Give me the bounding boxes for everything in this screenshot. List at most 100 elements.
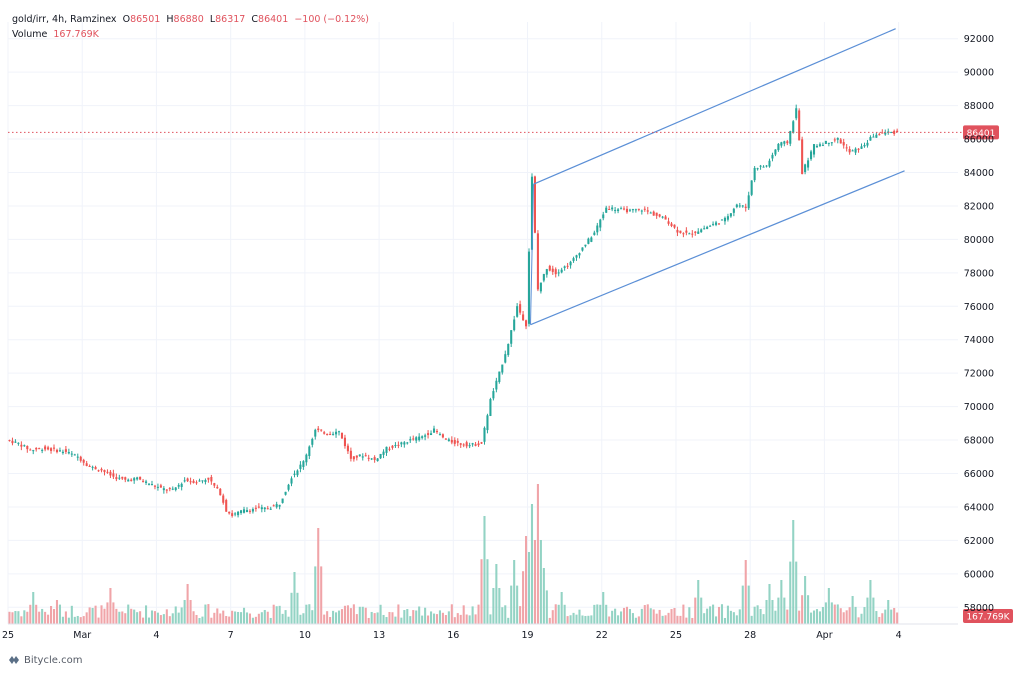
volume-bar <box>453 617 456 624</box>
volume-bar <box>317 528 320 624</box>
trend-channel[interactable] <box>530 28 905 326</box>
candle <box>147 483 151 486</box>
candle <box>545 268 548 278</box>
candle <box>507 343 510 357</box>
candle <box>409 436 412 443</box>
candle-body <box>127 479 130 482</box>
candle-body <box>815 145 819 148</box>
candle <box>587 237 590 245</box>
candle-body <box>355 455 358 458</box>
candle-body <box>257 506 260 508</box>
volume-bar <box>58 604 61 624</box>
bitycle-logo-icon <box>9 656 19 664</box>
candle-body <box>391 445 394 448</box>
volume-bar <box>257 613 260 624</box>
candle-body <box>566 265 569 267</box>
candle <box>293 470 296 478</box>
candle <box>222 493 225 505</box>
candle <box>628 208 631 213</box>
candle-body <box>248 510 251 512</box>
candle-body <box>103 470 106 473</box>
candle-body <box>275 504 278 508</box>
volume-bar <box>860 613 863 624</box>
volume-bar <box>881 613 884 624</box>
candle <box>269 506 272 511</box>
channel-upper-line[interactable] <box>533 28 896 185</box>
candle-body <box>759 165 762 167</box>
candle <box>254 505 257 512</box>
candle <box>41 448 44 454</box>
candle-body <box>483 427 486 442</box>
time-axis[interactable]: 25 Mar 4 7 10 13 16 19 22 25 28 Apr 4 <box>2 623 958 641</box>
volume-bar <box>712 604 715 624</box>
candle-body <box>878 134 881 136</box>
candle <box>150 480 154 486</box>
volume-bar <box>335 612 338 624</box>
candle <box>625 206 629 214</box>
volume-bar <box>486 559 489 624</box>
candle <box>67 448 70 455</box>
candle-body <box>373 457 376 460</box>
grid <box>7 22 958 624</box>
candle-body <box>136 477 139 480</box>
candle-body <box>266 508 269 510</box>
volume-bar <box>266 611 269 624</box>
volume-bar <box>489 614 492 624</box>
legend-close-value: 86401 <box>258 14 289 25</box>
channel-left-edge[interactable] <box>530 184 534 325</box>
volume-bar <box>124 613 127 624</box>
candle-body <box>795 108 798 119</box>
candle-body <box>465 442 468 447</box>
candle-body <box>827 142 830 144</box>
candle-body <box>723 217 726 222</box>
candle-body <box>337 431 341 433</box>
volume-bar <box>655 613 658 624</box>
volume-bar <box>302 613 305 624</box>
candle-body <box>649 212 652 214</box>
volume-bar <box>8 611 11 624</box>
watermark[interactable]: Bitycle.com <box>8 654 82 666</box>
candle-body <box>706 226 709 229</box>
volume-bar <box>213 612 216 624</box>
volume-bar <box>150 610 154 624</box>
price-axis[interactable]: 92000 90000 88000 86000 84000 82000 80000 78000… <box>964 34 994 614</box>
volume-bar <box>55 600 59 624</box>
candle <box>219 488 222 496</box>
volume-bar <box>824 602 827 624</box>
watermark-text: Bitycle.com <box>24 654 83 666</box>
candle-body <box>732 208 735 213</box>
candle <box>263 507 266 513</box>
candle-body <box>394 445 397 447</box>
channel-lower-line[interactable] <box>530 170 905 326</box>
volume-bar <box>192 611 195 624</box>
candle-body <box>189 481 192 483</box>
candle-body <box>504 354 507 363</box>
candle-body <box>213 483 216 486</box>
candle-body <box>290 478 293 484</box>
volume-bar <box>498 588 501 624</box>
candle <box>869 135 872 141</box>
candle-body <box>807 160 810 168</box>
candle-body <box>174 487 177 490</box>
candle-body <box>361 456 364 458</box>
candle <box>44 444 47 452</box>
volume-bar <box>551 610 554 624</box>
volume-bar <box>495 564 498 624</box>
candle <box>812 143 816 158</box>
volume-bar <box>756 605 759 624</box>
candle <box>349 447 352 462</box>
candle-body <box>379 453 382 459</box>
candle <box>804 163 807 175</box>
volume-bar <box>709 606 712 624</box>
candle <box>358 454 361 457</box>
candle <box>664 215 667 220</box>
candle-body <box>112 473 115 477</box>
candle-body <box>311 438 314 445</box>
candle <box>284 491 287 496</box>
candle <box>563 265 566 271</box>
volume-bar <box>269 617 272 624</box>
candle <box>643 206 646 212</box>
candle <box>560 267 563 274</box>
